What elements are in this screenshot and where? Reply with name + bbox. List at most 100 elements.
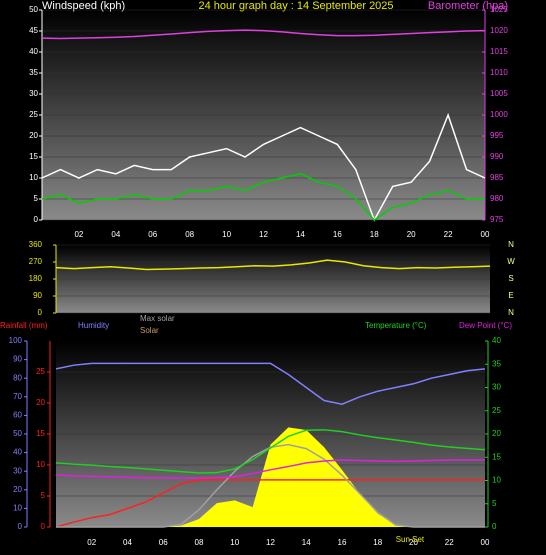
x-tick-label: 10 — [222, 230, 231, 239]
legend-entry: Max solar — [140, 314, 175, 323]
y-tick-label: 25 — [36, 367, 45, 376]
y-tick-label: 10 — [29, 173, 38, 182]
y2-label: Barometer (hpa) — [428, 0, 508, 12]
y-tick-label: 25 — [29, 110, 38, 119]
line — [55, 259, 491, 271]
y-tick-label: 70 — [13, 392, 22, 401]
y-tick-label: 10 — [492, 476, 501, 485]
line — [41, 112, 486, 222]
y-tick-label: 40 — [492, 336, 501, 345]
y-tick-label: 270 — [29, 257, 43, 266]
legend-entry: Rainfall (mm) — [0, 321, 48, 330]
y-tick-label: 100 — [9, 336, 23, 345]
y-tick-label: 5 — [34, 194, 39, 203]
y-tick-label: 25 — [492, 406, 501, 415]
y-tick-label: 1020 — [490, 26, 508, 35]
x-tick-label: 02 — [74, 230, 83, 239]
y-tick-label: 50 — [13, 429, 22, 438]
y-tick-label: 10 — [36, 460, 45, 469]
x-tick-label: 02 — [87, 538, 96, 547]
legend-entry: Dew Point (°C) — [459, 321, 512, 330]
y-tick-label: 360 — [29, 240, 43, 249]
x-tick-label: 10 — [230, 538, 239, 547]
compass-label: N — [508, 240, 514, 249]
compass-label: S — [508, 274, 513, 283]
x-tick-label: 12 — [266, 538, 275, 547]
line — [55, 479, 485, 528]
compass-label: W — [507, 257, 515, 266]
y-tick-label: 1010 — [490, 68, 508, 77]
y-tick-label: 180 — [29, 274, 43, 283]
x-tick-label: 16 — [338, 538, 347, 547]
y-tick-label: 30 — [492, 383, 501, 392]
legend-entry: Humidity — [78, 321, 109, 330]
y-tick-label: 40 — [13, 448, 22, 457]
y-tick-label: 20 — [29, 131, 38, 140]
x-tick-label: 22 — [445, 538, 454, 547]
y-tick-label: 30 — [13, 466, 22, 475]
x-tick-label: 22 — [444, 230, 453, 239]
x-tick-label: 06 — [148, 230, 157, 239]
x-tick-label: 14 — [296, 230, 305, 239]
y-tick-label: 15 — [492, 452, 501, 461]
y-tick-label: 15 — [36, 429, 45, 438]
x-tick-label: 20 — [407, 230, 416, 239]
y-tick-label: 0 — [18, 522, 23, 531]
x-tick-label: 08 — [185, 230, 194, 239]
y-tick-label: 1005 — [490, 89, 508, 98]
y-tick-label: 980 — [490, 194, 504, 203]
x-tick-label: 08 — [195, 538, 204, 547]
y-tick-label: 35 — [29, 68, 38, 77]
y-tick-label: 0 — [38, 308, 43, 317]
legend-entry: Solar — [140, 326, 159, 335]
x-tick-label: 18 — [373, 538, 382, 547]
x-tick-label: 12 — [259, 230, 268, 239]
chart-title: 24 hour graph day : 14 September 2025 — [198, 0, 393, 12]
compass-label: E — [508, 291, 513, 300]
y-tick-label: 0 — [492, 522, 497, 531]
y-tick-label: 20 — [492, 429, 501, 438]
y-tick-label: 5 — [41, 491, 46, 500]
y-tick-label: 0 — [34, 215, 39, 224]
y-tick-label: 45 — [29, 26, 38, 35]
y-tick-label: 5 — [492, 499, 497, 508]
compass-label: N — [508, 308, 514, 317]
y-tick-label: 1025 — [490, 5, 508, 14]
x-tick-label: 04 — [123, 538, 132, 547]
y-tick-label: 20 — [36, 398, 45, 407]
annotation: Sun Set — [396, 535, 425, 544]
y-tick-label: 990 — [490, 152, 504, 161]
y-tick-label: 20 — [13, 485, 22, 494]
x-tick-label: 06 — [159, 538, 168, 547]
x-tick-label: 20 — [409, 538, 418, 547]
y-tick-label: 0 — [41, 522, 46, 531]
area — [56, 427, 485, 527]
line — [55, 459, 485, 479]
y-tick-label: 35 — [492, 359, 501, 368]
x-tick-label: 00 — [481, 538, 490, 547]
y-tick-label: 975 — [490, 215, 504, 224]
line — [41, 173, 485, 221]
y-tick-label: 40 — [29, 47, 38, 56]
y-label: Windspeed (kph) — [42, 0, 125, 12]
y-tick-label: 90 — [13, 355, 22, 364]
y-tick-label: 985 — [490, 173, 504, 182]
x-tick-label: 00 — [481, 230, 490, 239]
legend-entry: Temperature (°C) — [365, 321, 427, 330]
y-tick-label: 50 — [29, 5, 38, 14]
y-tick-label: 80 — [13, 373, 22, 382]
y-tick-label: 1015 — [490, 47, 508, 56]
y-tick-label: 995 — [490, 131, 504, 140]
y-tick-label: 30 — [29, 89, 38, 98]
y-tick-label: 10 — [13, 504, 22, 513]
y-tick-label: 15 — [29, 152, 38, 161]
line — [41, 29, 486, 40]
y-tick-label: 1000 — [490, 110, 508, 119]
y-tick-label: 60 — [13, 411, 22, 420]
x-tick-label: 16 — [333, 230, 342, 239]
x-tick-label: 18 — [370, 230, 379, 239]
x-tick-label: 14 — [302, 538, 311, 547]
y-tick-label: 90 — [33, 291, 42, 300]
line — [55, 362, 486, 406]
